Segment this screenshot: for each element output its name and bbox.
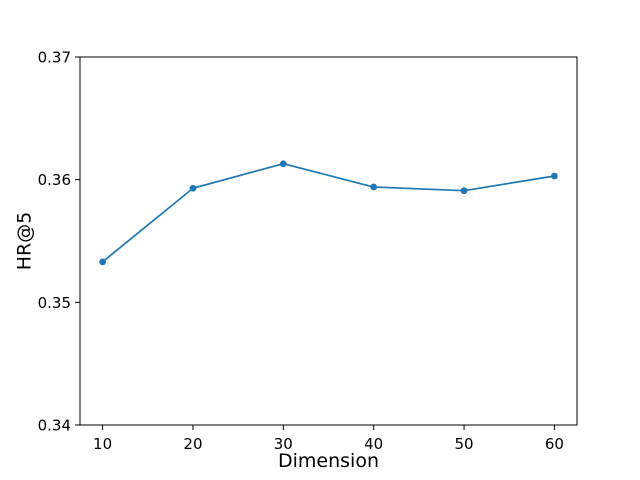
data-point <box>99 258 106 266</box>
x-tick-label: 10 <box>93 435 112 453</box>
y-tick-label: 0.36 <box>38 171 71 189</box>
data-point <box>370 183 378 191</box>
y-axis-label: HR@5 <box>13 211 36 271</box>
y-tick-label: 0.35 <box>38 294 71 312</box>
y-tick-label: 0.37 <box>38 49 71 67</box>
y-tick-label: 0.34 <box>38 417 71 435</box>
line-series <box>102 162 555 263</box>
x-tick-label: 20 <box>183 435 202 453</box>
x-tick-label: 60 <box>545 435 564 453</box>
x-tick-label: 40 <box>364 435 383 453</box>
data-point <box>551 172 558 180</box>
data-point <box>189 184 197 192</box>
data-point <box>460 187 468 195</box>
x-tick-label: 50 <box>454 435 473 453</box>
plot-border <box>79 56 578 426</box>
x-tick-label: 30 <box>274 435 293 453</box>
data-point <box>279 160 287 168</box>
x-axis-label: Dimension <box>278 450 379 472</box>
